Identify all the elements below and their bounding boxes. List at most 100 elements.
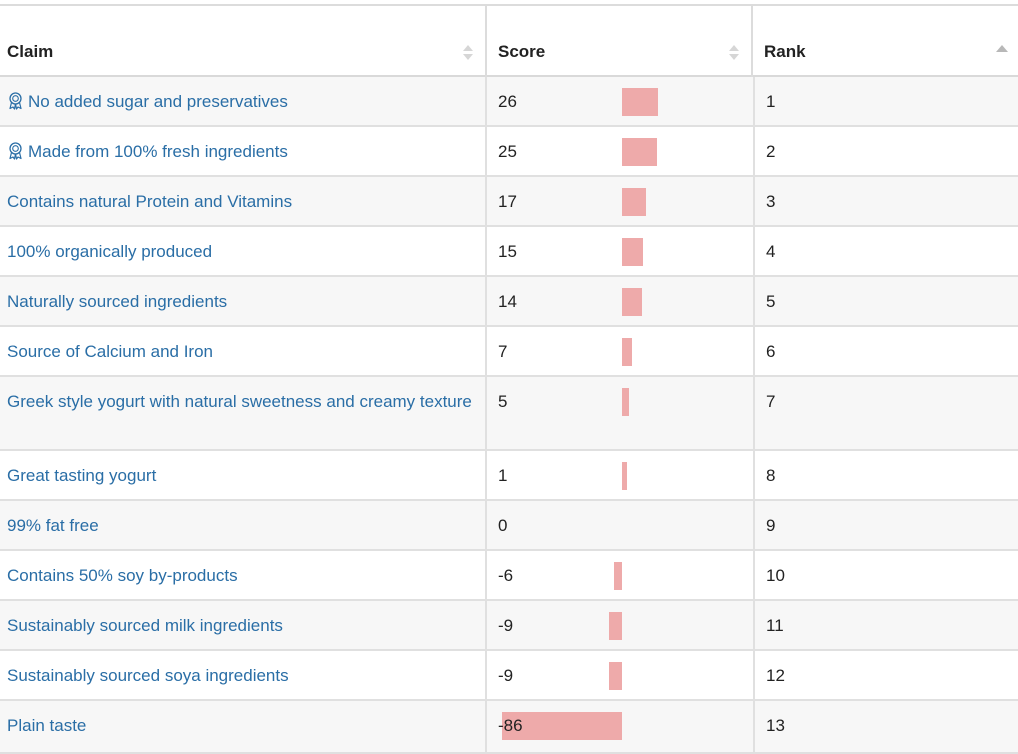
rank-value: 12 xyxy=(766,666,785,685)
award-icon xyxy=(7,142,24,160)
claim-cell: Contains natural Protein and Vitamins xyxy=(0,177,485,225)
claim-link[interactable]: Plain taste xyxy=(7,713,477,739)
table-row: Contains 50% soy by-products -6 10 xyxy=(0,551,1018,601)
claim-link[interactable]: No added sugar and preservatives xyxy=(7,89,477,115)
rank-value: 11 xyxy=(766,616,784,635)
column-header-rank-label: Rank xyxy=(764,42,806,61)
rank-cell: 5 xyxy=(753,277,1018,325)
claim-link[interactable]: Contains 50% soy by-products xyxy=(7,563,477,589)
claim-link[interactable]: Sustainably sourced soya ingredients xyxy=(7,663,477,689)
rank-value: 5 xyxy=(766,292,776,311)
score-cell: 15 xyxy=(485,227,753,275)
claim-cell: Plain taste xyxy=(0,701,485,752)
column-header-score-label: Score xyxy=(498,42,546,61)
claim-cell: Sustainably sourced soya ingredients xyxy=(0,651,485,699)
claim-text: Sustainably sourced soya ingredients xyxy=(7,666,289,685)
sort-ascending-icon[interactable] xyxy=(996,45,1008,52)
claim-text: Source of Calcium and Iron xyxy=(7,342,213,361)
claim-text: Sustainably sourced milk ingredients xyxy=(7,616,283,635)
claim-text: Great tasting yogurt xyxy=(7,466,157,485)
score-bar xyxy=(622,88,659,116)
claim-cell: Sustainably sourced milk ingredients xyxy=(0,601,485,649)
claim-text: 100% organically produced xyxy=(7,242,213,261)
table-row: Plain taste -86 13 xyxy=(0,701,1018,754)
score-value: 25 xyxy=(498,142,517,161)
score-value: 7 xyxy=(498,342,508,361)
column-header-rank[interactable]: Rank xyxy=(751,6,1018,77)
rank-cell: 6 xyxy=(753,327,1018,375)
score-value: 14 xyxy=(498,292,517,311)
rank-value: 9 xyxy=(766,516,776,535)
rank-cell: 7 xyxy=(753,377,1018,449)
score-value: -9 xyxy=(498,666,514,685)
rank-value: 2 xyxy=(766,142,776,161)
rank-cell: 3 xyxy=(753,177,1018,225)
claim-cell: Great tasting yogurt xyxy=(0,451,485,499)
score-bar xyxy=(609,612,622,640)
claim-cell: Made from 100% fresh ingredients xyxy=(0,127,485,175)
score-value: -86 xyxy=(498,716,523,735)
claim-text: Greek style yogurt with natural sweetnes… xyxy=(7,392,472,411)
claim-cell: No added sugar and preservatives xyxy=(0,77,485,125)
score-value: -9 xyxy=(498,616,514,635)
claim-cell: Greek style yogurt with natural sweetnes… xyxy=(0,377,485,449)
sort-unsorted-icon[interactable] xyxy=(729,45,739,61)
claim-link[interactable]: Contains natural Protein and Vitamins xyxy=(7,189,477,215)
table-header: Claim Score Rank xyxy=(0,6,1018,77)
claim-link[interactable]: Made from 100% fresh ingredients xyxy=(7,139,477,165)
score-bar xyxy=(609,662,622,690)
rank-value: 10 xyxy=(766,566,785,585)
score-cell: 17 xyxy=(485,177,753,225)
score-bar xyxy=(622,188,646,216)
rank-value: 4 xyxy=(766,242,776,261)
table-row: Contains natural Protein and Vitamins 17 3 xyxy=(0,177,1018,227)
claim-link[interactable]: Great tasting yogurt xyxy=(7,463,477,489)
table-top-border xyxy=(0,4,1018,6)
table-row: No added sugar and preservatives 26 1 xyxy=(0,77,1018,127)
score-cell: 26 xyxy=(485,77,753,125)
column-header-claim[interactable]: Claim xyxy=(0,6,485,77)
sort-unsorted-icon[interactable] xyxy=(463,45,473,61)
score-cell: 5 xyxy=(485,377,753,449)
claim-text: No added sugar and preservatives xyxy=(28,92,288,111)
claim-text: Contains natural Protein and Vitamins xyxy=(7,192,293,211)
award-icon xyxy=(7,92,24,110)
rank-value: 7 xyxy=(766,392,776,411)
score-bar xyxy=(622,338,632,366)
score-bar xyxy=(622,238,643,266)
rank-value: 8 xyxy=(766,466,776,485)
rank-cell: 13 xyxy=(753,701,1018,752)
claim-link[interactable]: 100% organically produced xyxy=(7,239,477,265)
score-bar xyxy=(613,562,622,590)
table-row: Source of Calcium and Iron 7 6 xyxy=(0,327,1018,377)
claim-link[interactable]: Source of Calcium and Iron xyxy=(7,339,477,365)
claim-link[interactable]: 99% fat free xyxy=(7,513,477,539)
claim-cell: 100% organically produced xyxy=(0,227,485,275)
score-value: 0 xyxy=(498,516,508,535)
score-value: 1 xyxy=(498,466,508,485)
table-row: Naturally sourced ingredients 14 5 xyxy=(0,277,1018,327)
rank-cell: 11 xyxy=(753,601,1018,649)
score-bar xyxy=(622,288,642,316)
claim-text: 99% fat free xyxy=(7,516,99,535)
score-value: 17 xyxy=(498,192,517,211)
score-value: -6 xyxy=(498,566,514,585)
claim-link[interactable]: Greek style yogurt with natural sweetnes… xyxy=(7,389,477,415)
column-header-score[interactable]: Score xyxy=(485,6,751,77)
table-row: Sustainably sourced milk ingredients -9 11 xyxy=(0,601,1018,651)
claim-cell: Contains 50% soy by-products xyxy=(0,551,485,599)
rank-value: 13 xyxy=(766,716,785,735)
claim-text: Plain taste xyxy=(7,716,87,735)
score-value: 26 xyxy=(498,92,517,111)
rank-cell: 4 xyxy=(753,227,1018,275)
score-cell: 14 xyxy=(485,277,753,325)
claim-link[interactable]: Naturally sourced ingredients xyxy=(7,289,477,315)
score-value: 15 xyxy=(498,242,517,261)
rank-value: 3 xyxy=(766,192,776,211)
claim-text: Made from 100% fresh ingredients xyxy=(28,142,288,161)
rank-cell: 12 xyxy=(753,651,1018,699)
table-row: 100% organically produced 15 4 xyxy=(0,227,1018,277)
score-cell: -9 xyxy=(485,651,753,699)
table-row: Great tasting yogurt 1 8 xyxy=(0,451,1018,501)
claim-link[interactable]: Sustainably sourced milk ingredients xyxy=(7,613,477,639)
